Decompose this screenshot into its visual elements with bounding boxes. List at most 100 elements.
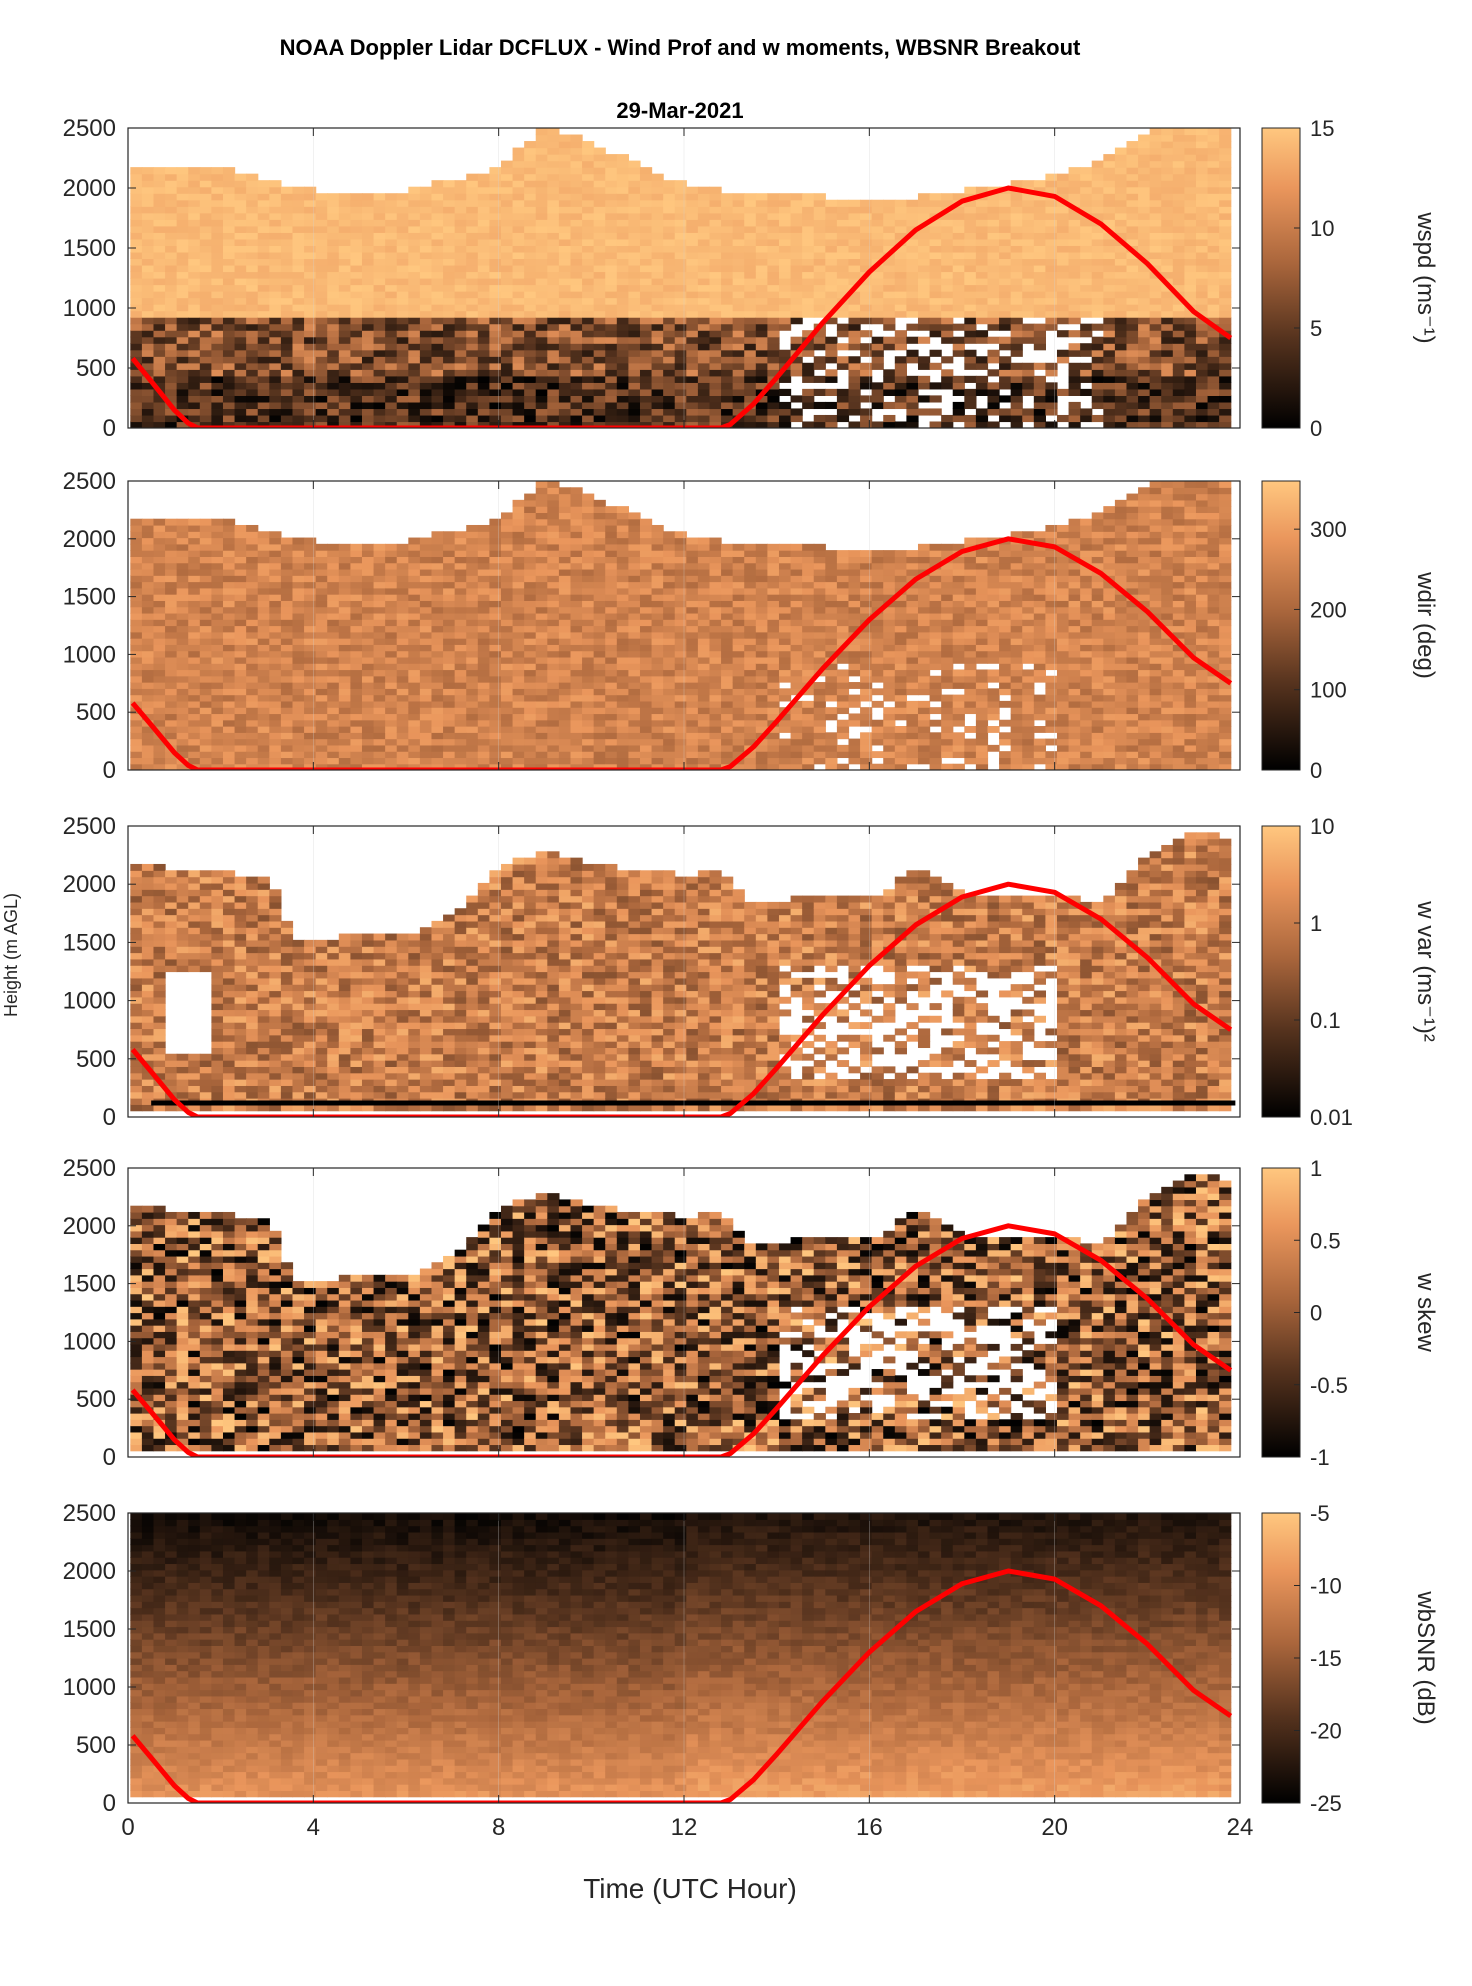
heatmap-cell	[304, 232, 317, 240]
heatmap-cell	[1091, 180, 1104, 188]
heatmap-cell	[605, 225, 618, 233]
heatmap-cell	[443, 707, 456, 715]
heatmap-cell	[141, 317, 155, 325]
heatmap-cell	[778, 232, 792, 240]
heatmap-cell	[477, 644, 490, 652]
heatmap-cell	[130, 336, 143, 344]
heatmap-cell	[431, 271, 444, 279]
heatmap-cell	[222, 594, 236, 601]
heatmap-cell	[454, 297, 467, 305]
heatmap-cell	[836, 362, 850, 370]
heatmap-cell	[1033, 199, 1046, 207]
heatmap-cell	[825, 317, 838, 325]
heatmap-cell	[373, 219, 386, 227]
heatmap-cell	[651, 245, 664, 253]
heatmap-cell	[153, 369, 166, 377]
heatmap-cell	[605, 291, 618, 299]
heatmap-cell	[419, 349, 433, 357]
heatmap-cell	[176, 587, 189, 595]
heatmap-cell	[257, 225, 270, 233]
heatmap-cell	[500, 732, 514, 740]
heatmap-cell	[952, 349, 965, 357]
heatmap-cell	[327, 688, 340, 696]
heatmap-cell	[141, 612, 155, 620]
heatmap-cell	[535, 631, 548, 639]
heatmap-cell	[524, 349, 537, 357]
heatmap-cell	[130, 271, 143, 279]
heatmap-cell	[836, 291, 850, 299]
heatmap-cell	[199, 271, 212, 279]
heatmap-cell	[639, 401, 653, 410]
heatmap-cell	[1045, 206, 1058, 214]
heatmap-cell	[199, 167, 212, 175]
heatmap-cell	[1091, 232, 1104, 240]
heatmap-cell	[373, 225, 386, 233]
heatmap-cell	[628, 336, 641, 344]
heatmap-cell	[246, 421, 259, 428]
heatmap-cell	[894, 330, 907, 338]
heatmap-cell	[1149, 284, 1162, 292]
heatmap-cell	[894, 206, 907, 214]
heatmap-cell	[605, 271, 618, 279]
heatmap-cell	[906, 291, 919, 299]
heatmap-cell	[396, 304, 409, 312]
heatmap-cell	[1138, 284, 1151, 292]
heatmap-cell	[477, 408, 490, 416]
heatmap-cell	[385, 219, 398, 227]
heatmap-cell	[1138, 219, 1151, 227]
heatmap-cell	[396, 193, 409, 201]
heatmap-cell	[639, 173, 653, 181]
heatmap-cell	[373, 644, 386, 652]
heatmap-cell	[454, 382, 467, 390]
heatmap-cell	[1161, 193, 1174, 201]
heatmap-cell	[1045, 297, 1058, 305]
heatmap-cell	[987, 258, 1000, 266]
heatmap-cell	[327, 336, 340, 344]
heatmap-cell	[385, 369, 398, 377]
heatmap-cell	[1172, 356, 1185, 364]
heatmap-cell	[975, 356, 989, 364]
heatmap-cell	[524, 304, 537, 312]
heatmap-cell	[257, 369, 270, 377]
heatmap-cell	[628, 323, 641, 331]
heatmap-cell	[999, 297, 1012, 305]
heatmap-cell	[454, 575, 467, 583]
heatmap-cell	[836, 356, 850, 364]
heatmap-cell	[1068, 414, 1081, 423]
heatmap-cell	[500, 219, 514, 227]
heatmap-cell	[883, 369, 896, 377]
heatmap-cell	[570, 212, 583, 220]
heatmap-cell	[385, 619, 398, 627]
heatmap-cell	[257, 707, 270, 715]
heatmap-cell	[315, 317, 328, 325]
heatmap-cell	[153, 669, 166, 677]
heatmap-cell	[153, 619, 166, 627]
heatmap-cell	[199, 719, 212, 727]
heatmap-cell	[1091, 258, 1104, 266]
heatmap-cell	[1010, 330, 1023, 338]
heatmap-cell	[1103, 193, 1116, 201]
heatmap-cell	[755, 382, 768, 390]
heatmap-cell	[1207, 284, 1220, 292]
heatmap-cell	[443, 186, 456, 194]
heatmap-cell	[1010, 180, 1023, 188]
heatmap-cell	[917, 336, 931, 344]
heatmap-cell	[211, 414, 224, 423]
heatmap-cell	[709, 362, 722, 370]
heatmap-cell	[222, 193, 236, 201]
heatmap-cell	[338, 719, 351, 727]
heatmap-cell	[489, 219, 502, 227]
heatmap-cell	[535, 128, 548, 136]
heatmap-cell	[257, 297, 270, 305]
heatmap-cell	[790, 232, 803, 240]
heatmap-cell	[512, 688, 525, 696]
heatmap-cell	[188, 732, 201, 740]
heatmap-cell	[512, 271, 525, 279]
heatmap-cell	[883, 291, 896, 299]
heatmap-cell	[211, 763, 224, 770]
heatmap-cell	[292, 330, 305, 338]
heatmap-cell	[477, 278, 490, 286]
heatmap-cell	[165, 317, 178, 325]
heatmap-cell	[211, 707, 224, 715]
heatmap-cell	[917, 193, 931, 201]
